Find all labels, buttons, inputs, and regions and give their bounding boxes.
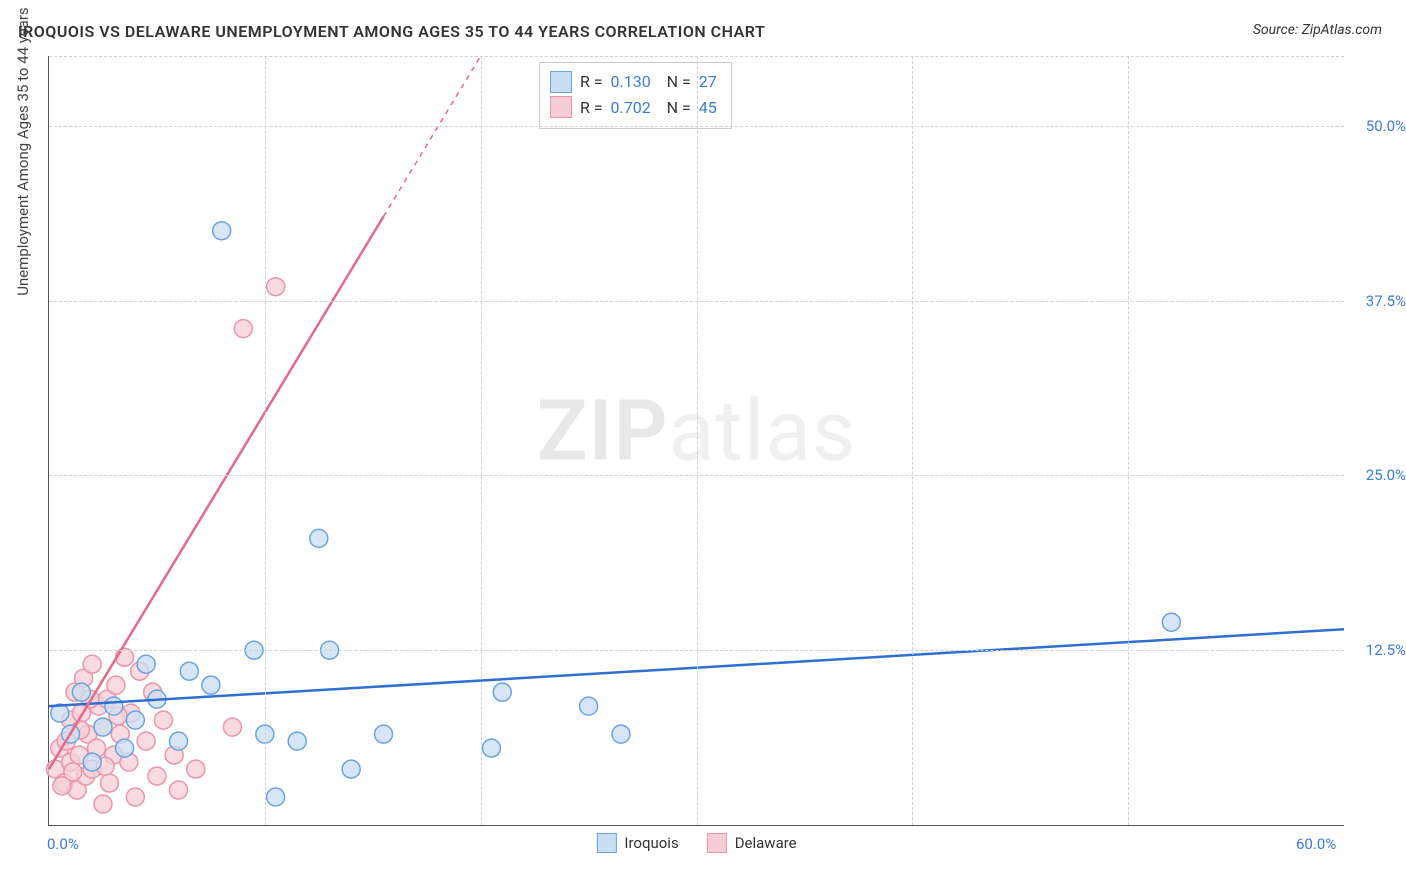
r-value-iroquois: 0.130: [611, 72, 651, 91]
trend-line-dashed-delaware: [384, 56, 481, 216]
source-label: Source:: [1253, 22, 1298, 38]
data-point-delaware: [223, 718, 241, 736]
data-point-iroquois: [202, 676, 220, 694]
data-point-iroquois: [342, 760, 360, 778]
legend-item-iroquois: Iroquois: [596, 833, 678, 853]
data-point-iroquois: [126, 711, 144, 729]
series-legend: Iroquois Delaware: [596, 833, 796, 853]
data-point-delaware: [137, 732, 155, 750]
gridline-v: [697, 56, 698, 825]
swatch-iroquois: [550, 71, 572, 93]
ytick-label: 50.0%: [1366, 117, 1406, 135]
data-point-delaware: [148, 767, 166, 785]
ytick-label: 25.0%: [1366, 466, 1406, 484]
data-point-delaware: [234, 320, 252, 338]
data-point-iroquois: [105, 697, 123, 715]
r-label-2: R: [580, 98, 590, 117]
r-label: R: [580, 72, 590, 91]
data-point-iroquois: [612, 725, 630, 743]
r-value-delaware: 0.702: [611, 98, 651, 117]
y-axis-label: Unemployment Among Ages 35 to 44 years: [14, 7, 32, 295]
legend-item-delaware: Delaware: [707, 833, 797, 853]
eq-sign-2: =: [682, 72, 691, 91]
gridline-v: [265, 56, 266, 825]
data-point-iroquois: [267, 788, 285, 806]
data-point-delaware: [154, 711, 172, 729]
data-point-iroquois: [482, 739, 500, 757]
eq-sign-4: =: [682, 98, 691, 117]
eq-sign: =: [594, 72, 603, 91]
legend-row-iroquois: R = 0.130 N = 27: [550, 69, 717, 95]
data-point-iroquois: [72, 683, 90, 701]
data-point-iroquois: [83, 753, 101, 771]
gridline-v: [1128, 56, 1129, 825]
data-point-iroquois: [288, 732, 306, 750]
xtick-label: 0.0%: [47, 835, 79, 853]
data-point-delaware: [53, 777, 71, 795]
legend-label-delaware: Delaware: [735, 834, 797, 852]
eq-sign-3: =: [594, 98, 603, 117]
data-point-delaware: [187, 760, 205, 778]
ytick-label: 12.5%: [1366, 641, 1406, 659]
legend-label-iroquois: Iroquois: [624, 834, 678, 852]
data-point-delaware: [170, 781, 188, 799]
ytick-label: 37.5%: [1366, 292, 1406, 310]
data-point-iroquois: [170, 732, 188, 750]
data-point-delaware: [267, 278, 285, 296]
legend-row-delaware: R = 0.702 N = 45: [550, 95, 717, 121]
data-point-iroquois: [94, 718, 112, 736]
n-value-iroquois: 27: [699, 72, 717, 91]
data-point-iroquois: [310, 529, 328, 547]
data-point-delaware: [126, 788, 144, 806]
gridline-v: [481, 56, 482, 825]
data-point-iroquois: [580, 697, 598, 715]
correlation-chart: IROQUOIS VS DELAWARE UNEMPLOYMENT AMONG …: [0, 0, 1406, 892]
chart-title: IROQUOIS VS DELAWARE UNEMPLOYMENT AMONG …: [18, 22, 765, 41]
data-point-iroquois: [116, 739, 134, 757]
gridline-v: [912, 56, 913, 825]
data-point-iroquois: [180, 662, 198, 680]
source-attribution: Source: ZipAtlas.com: [1253, 22, 1382, 38]
n-label: N: [667, 72, 678, 91]
data-point-iroquois: [493, 683, 511, 701]
data-point-delaware: [83, 655, 101, 673]
data-point-iroquois: [375, 725, 393, 743]
swatch-delaware: [550, 96, 572, 118]
source-value: ZipAtlas.com: [1302, 22, 1382, 38]
r-n-legend: R = 0.130 N = 27 R = 0.702 N = 45: [539, 62, 732, 129]
n-label-2: N: [667, 98, 678, 117]
n-value-delaware: 45: [699, 98, 717, 117]
swatch-iroquois-bottom: [596, 833, 616, 853]
data-point-iroquois: [1162, 613, 1180, 631]
data-point-iroquois: [213, 222, 231, 240]
swatch-delaware-bottom: [707, 833, 727, 853]
data-point-iroquois: [137, 655, 155, 673]
xtick-label: 60.0%: [1296, 835, 1336, 853]
data-point-delaware: [94, 795, 112, 813]
data-point-delaware: [107, 676, 125, 694]
data-point-delaware: [100, 774, 118, 792]
plot-area: ZIPatlas R = 0.130 N = 27 R =: [48, 56, 1344, 826]
